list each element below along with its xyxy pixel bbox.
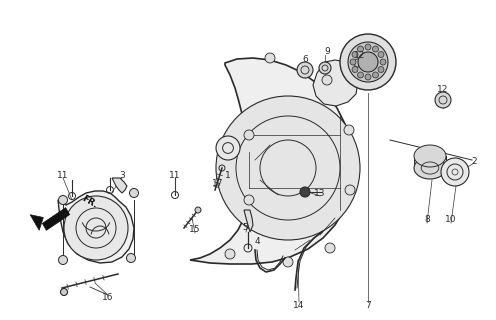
Text: 10: 10 xyxy=(445,215,457,225)
Circle shape xyxy=(322,75,332,85)
Ellipse shape xyxy=(414,157,446,179)
Text: 5: 5 xyxy=(242,223,248,233)
Text: 15: 15 xyxy=(189,226,201,235)
Text: 13: 13 xyxy=(314,188,326,197)
Circle shape xyxy=(340,34,396,90)
Circle shape xyxy=(435,92,451,108)
Circle shape xyxy=(372,72,378,78)
Circle shape xyxy=(216,96,360,240)
Circle shape xyxy=(225,249,235,259)
Polygon shape xyxy=(313,60,358,106)
Circle shape xyxy=(345,185,355,195)
Polygon shape xyxy=(42,208,69,230)
Circle shape xyxy=(348,42,388,82)
Circle shape xyxy=(378,67,384,73)
Circle shape xyxy=(283,257,293,267)
Circle shape xyxy=(216,136,240,160)
Circle shape xyxy=(126,253,135,262)
Circle shape xyxy=(300,187,310,197)
Circle shape xyxy=(244,195,254,205)
Circle shape xyxy=(352,52,358,58)
Text: 11: 11 xyxy=(57,171,69,180)
Circle shape xyxy=(372,46,378,52)
Text: 1: 1 xyxy=(225,171,231,180)
Circle shape xyxy=(350,55,366,71)
Text: 6: 6 xyxy=(302,55,308,65)
Text: 12: 12 xyxy=(437,85,449,94)
Circle shape xyxy=(344,125,354,135)
Text: 7: 7 xyxy=(365,300,371,309)
Circle shape xyxy=(64,196,128,260)
Circle shape xyxy=(365,74,371,80)
Circle shape xyxy=(365,44,371,50)
Polygon shape xyxy=(58,191,134,263)
Circle shape xyxy=(297,62,313,78)
Text: 4: 4 xyxy=(254,237,260,246)
Polygon shape xyxy=(190,58,352,264)
Circle shape xyxy=(441,158,469,186)
Circle shape xyxy=(325,243,335,253)
Text: 17: 17 xyxy=(212,179,224,188)
Polygon shape xyxy=(30,215,43,230)
Text: 14: 14 xyxy=(293,301,305,310)
Circle shape xyxy=(244,130,254,140)
Circle shape xyxy=(378,52,384,58)
Text: FR.: FR. xyxy=(80,194,99,210)
Circle shape xyxy=(61,289,67,295)
Circle shape xyxy=(59,255,67,265)
Circle shape xyxy=(358,46,364,52)
Circle shape xyxy=(358,52,378,72)
Text: 16: 16 xyxy=(102,293,114,302)
Polygon shape xyxy=(112,178,127,193)
Circle shape xyxy=(129,188,138,197)
Text: 9: 9 xyxy=(324,47,330,57)
Circle shape xyxy=(350,59,356,65)
Circle shape xyxy=(352,67,358,73)
Text: 11: 11 xyxy=(169,171,181,180)
Text: 12: 12 xyxy=(354,51,366,60)
Circle shape xyxy=(195,207,201,213)
Circle shape xyxy=(358,72,364,78)
Text: 8: 8 xyxy=(424,215,430,225)
Circle shape xyxy=(265,53,275,63)
Circle shape xyxy=(59,196,67,204)
Circle shape xyxy=(380,59,386,65)
Circle shape xyxy=(319,62,331,74)
Ellipse shape xyxy=(414,145,446,167)
Polygon shape xyxy=(244,210,253,232)
Text: 3: 3 xyxy=(119,171,125,180)
Text: 2: 2 xyxy=(471,156,477,165)
